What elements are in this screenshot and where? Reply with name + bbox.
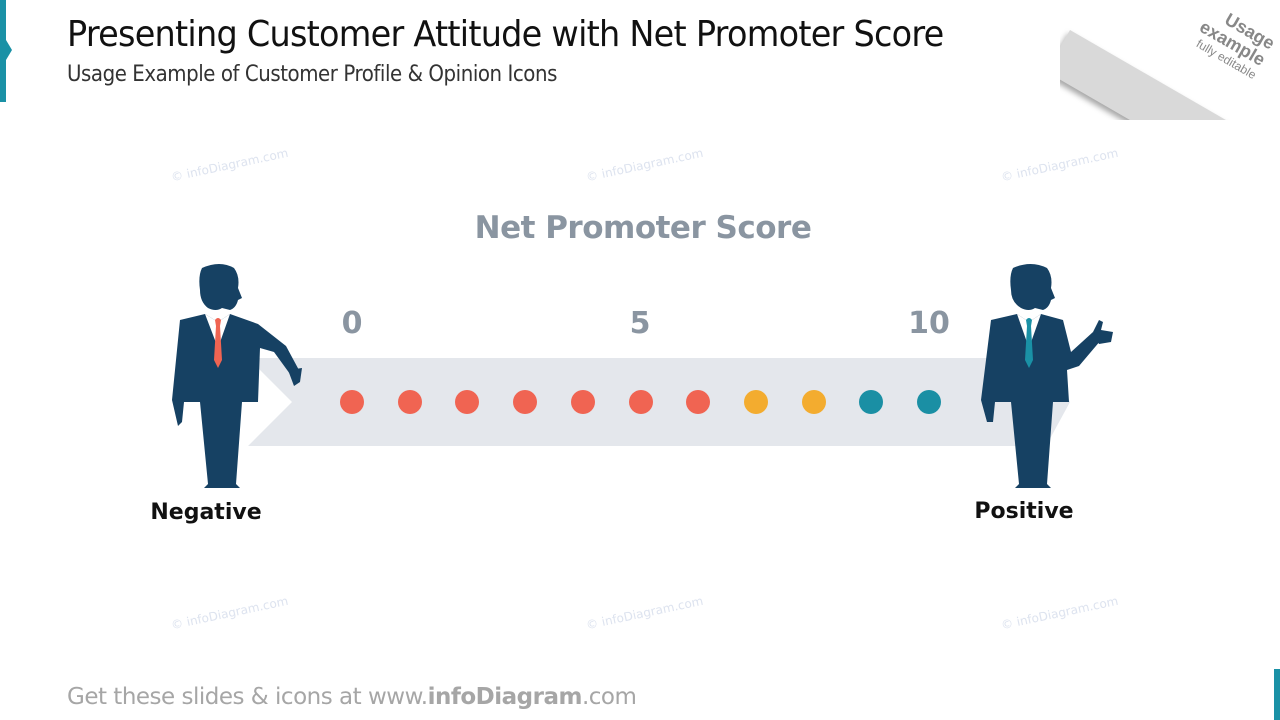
footer-brand: infoDiagram bbox=[427, 684, 583, 710]
negative-label: Negative bbox=[150, 500, 262, 525]
score-dot-9 bbox=[859, 390, 883, 414]
scale-tick-5: 5 bbox=[629, 306, 651, 341]
score-dot-8 bbox=[802, 390, 826, 414]
watermark: © infoDiagram.com bbox=[999, 145, 1120, 185]
footer-suffix: .com bbox=[581, 684, 637, 710]
footer-credit: Get these slides & icons at www.infoDiag… bbox=[67, 684, 637, 710]
usage-example-ribbon: Usage example fully editable bbox=[1060, 0, 1280, 120]
positive-label: Positive bbox=[974, 499, 1074, 524]
watermark: © infoDiagram.com bbox=[169, 145, 290, 185]
watermark: © infoDiagram.com bbox=[169, 593, 290, 633]
watermark: © infoDiagram.com bbox=[999, 593, 1120, 633]
watermark: © infoDiagram.com bbox=[584, 145, 705, 185]
score-dot-3 bbox=[513, 390, 537, 414]
score-dot-0 bbox=[340, 390, 364, 414]
scale-tick-0: 0 bbox=[341, 306, 363, 341]
ribbon-text: Usage example fully editable bbox=[1156, 0, 1278, 82]
score-dot-10 bbox=[917, 390, 941, 414]
score-dot-1 bbox=[398, 390, 422, 414]
scale-tick-10: 10 bbox=[908, 306, 950, 341]
left-accent-notch bbox=[6, 40, 12, 60]
diagram-title: Net Promoter Score bbox=[474, 210, 812, 246]
slide-title: Presenting Customer Attitude with Net Pr… bbox=[67, 14, 944, 55]
score-dot-4 bbox=[571, 390, 595, 414]
score-dot-2 bbox=[455, 390, 479, 414]
left-accent-bar bbox=[0, 0, 6, 102]
score-dot-7 bbox=[744, 390, 768, 414]
score-dot-5 bbox=[629, 390, 653, 414]
score-dot-6 bbox=[686, 390, 710, 414]
slide-subtitle: Usage Example of Customer Profile & Opin… bbox=[67, 62, 557, 87]
watermark: © infoDiagram.com bbox=[584, 593, 705, 633]
negative-businessman-icon bbox=[172, 264, 302, 488]
positive-businessman-icon bbox=[981, 264, 1113, 488]
score-arrow-band bbox=[248, 358, 1070, 446]
footer-prefix: Get these slides & icons at www. bbox=[67, 684, 428, 710]
bottom-right-accent-bar bbox=[1274, 669, 1280, 720]
